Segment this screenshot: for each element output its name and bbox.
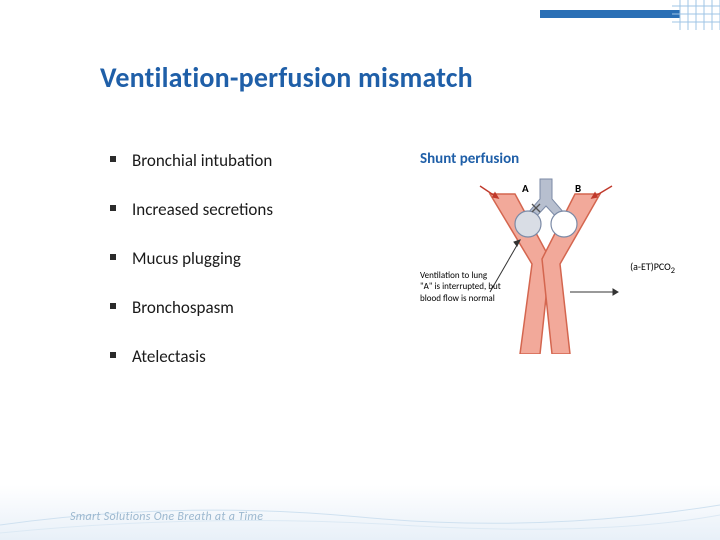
slide-title: Ventilation-perfusion mismatch [100, 60, 473, 95]
shunt-diagram: Shunt perfusion [420, 150, 670, 350]
diagram-label-a: A [522, 182, 529, 195]
list-item: Atelectasis [110, 346, 390, 367]
bullet-text: Bronchospasm [132, 297, 234, 318]
list-item: Bronchospasm [110, 297, 390, 318]
bullet-text: Increased secretions [132, 199, 273, 220]
footer-tagline: Smart Solutions One Breath at a Time [70, 510, 263, 524]
bullet-text: Mucus plugging [132, 248, 241, 269]
list-item: Bronchial intubation [110, 150, 390, 171]
slide: Ventilation-perfusion mismatch Bronchial… [0, 0, 720, 540]
diagram-caption-right: (a-ET)PCO2 [630, 260, 675, 276]
bullet-list: Bronchial intubation Increased secretion… [110, 150, 390, 395]
diagram-title: Shunt perfusion [420, 150, 670, 168]
top-accent [540, 0, 720, 30]
diagram-label-b: B [575, 182, 581, 195]
list-item: Mucus plugging [110, 248, 390, 269]
diagram-caption-left: Ventilation to lung "A" is interrupted, … [420, 270, 515, 304]
bullet-text: Bronchial intubation [132, 150, 272, 171]
bullet-text: Atelectasis [132, 346, 206, 367]
list-item: Increased secretions [110, 199, 390, 220]
